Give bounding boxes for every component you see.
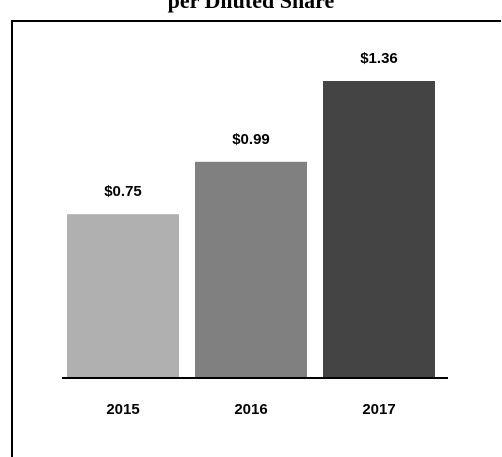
x-tick-label-2015: 2015 <box>106 401 139 418</box>
chart-title: per Diluted Share <box>167 0 335 13</box>
chart-frame <box>11 20 501 457</box>
bar-2017 <box>323 81 435 378</box>
bar-2015 <box>67 214 179 378</box>
bar-2016 <box>195 161 307 378</box>
x-tick-label-2016: 2016 <box>234 401 267 418</box>
data-label-2017: $1.36 <box>360 50 398 67</box>
x-tick-label-2017: 2017 <box>362 401 395 418</box>
data-label-2016: $0.99 <box>232 131 270 148</box>
data-label-2015: $0.75 <box>104 183 142 200</box>
